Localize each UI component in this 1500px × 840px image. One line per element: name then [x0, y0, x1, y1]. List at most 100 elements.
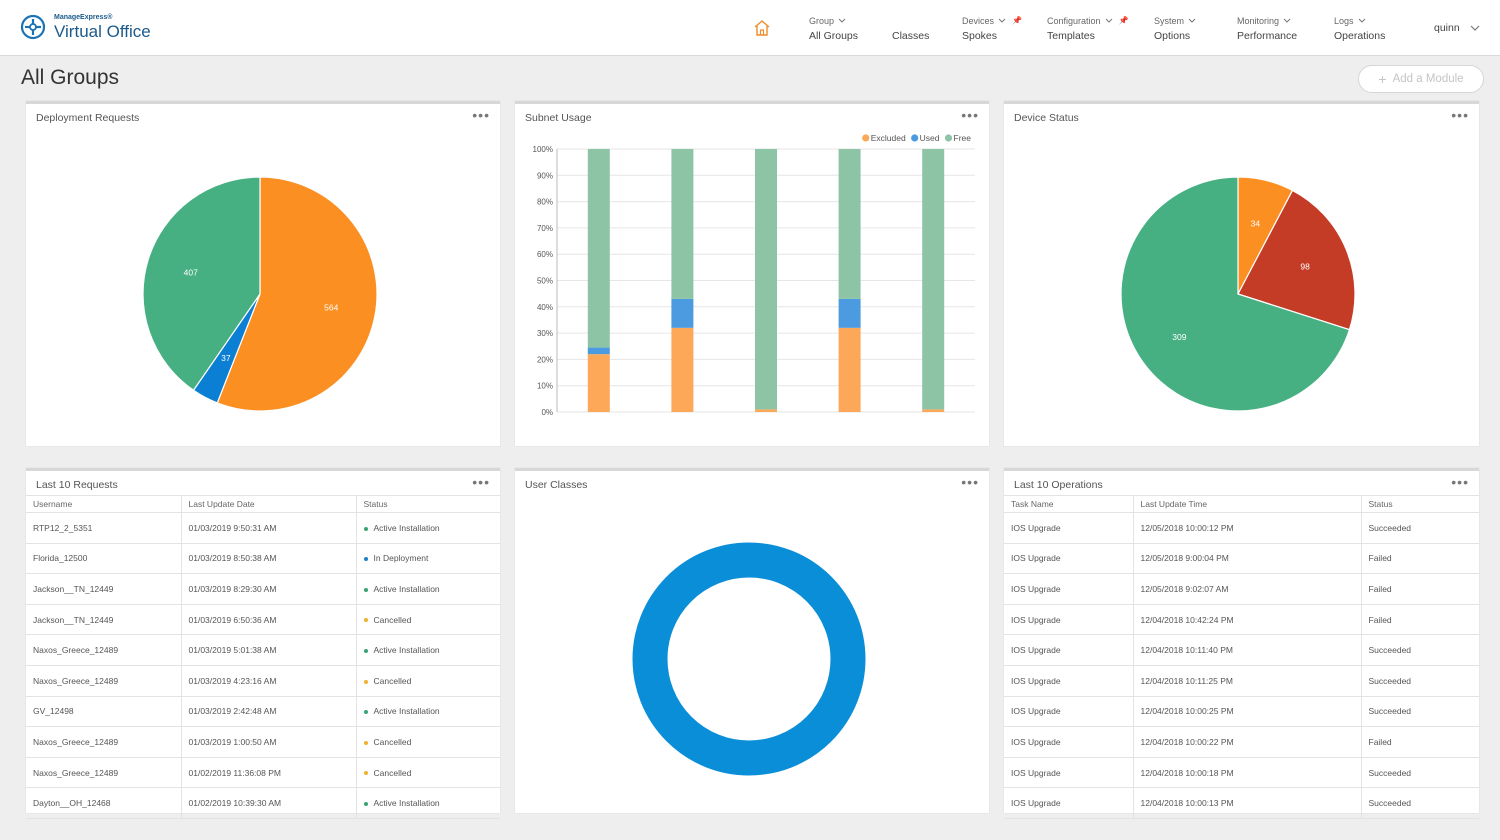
column-header-username[interactable]: Username: [26, 495, 181, 513]
table-row[interactable]: Florida_12500 01/03/2019 8:50:38 AM In Dep…: [26, 543, 500, 575]
nav-spokes[interactable]: Spokes: [962, 30, 998, 42]
task-name-cell: IOS Upgrade: [1004, 573, 1133, 605]
nav-performance[interactable]: Performance: [1237, 30, 1298, 42]
bar-segment[interactable]: [587, 354, 610, 412]
status-dot-icon: [363, 557, 368, 562]
bar-segment[interactable]: [587, 347, 610, 355]
bar-segment[interactable]: [587, 149, 610, 348]
legend-swatch: [911, 134, 919, 142]
nav-configuration[interactable]: Configuration 📌 Templates: [1047, 14, 1129, 43]
legend-swatch: [944, 134, 953, 142]
table-row[interactable]: Jackson__TN_12449 01/03/2019 6:50:36 AM Ca…: [26, 604, 500, 636]
table-row[interactable]: IOS Upgrade 12/04/2018 10:42:24 PM Failed: [1004, 604, 1479, 636]
page-title: All Groups: [21, 66, 120, 89]
status-cell: Active Installation: [355, 787, 500, 819]
table-row[interactable]: GV_12498 01/03/2019 2:42:48 AM Active Inst…: [26, 696, 500, 728]
table-row[interactable]: IOS Upgrade 12/04/2018 10:11:25 PM Succeed…: [1004, 665, 1479, 697]
status-text: Cancelled: [373, 675, 412, 686]
bar-segment[interactable]: [671, 327, 694, 412]
nav-logs-label: Logs: [1334, 15, 1354, 26]
table-row[interactable]: Dayton__OH_12468 01/02/2019 10:39:30 AM Ac…: [26, 787, 500, 819]
table-row[interactable]: IOS Upgrade 12/05/2018 9:00:04 PM Failed: [1004, 543, 1479, 575]
column-header-date[interactable]: Last Update Date: [180, 495, 356, 513]
column-header-update-time[interactable]: Last Update Time: [1132, 495, 1361, 513]
user-menu[interactable]: quinn: [1434, 22, 1480, 34]
bar-segment[interactable]: [838, 149, 861, 299]
date-cell: 01/03/2019 4:23:16 AM: [180, 665, 356, 697]
nav-classes[interactable]: Classes: [892, 14, 929, 42]
add-module-button[interactable]: + Add a Module: [1358, 65, 1484, 93]
more-menu-icon[interactable]: •••: [961, 107, 979, 123]
nav-group[interactable]: Group All Groups: [809, 14, 859, 43]
nav-options[interactable]: Options: [1154, 30, 1191, 42]
update-time-cell: 12/04/2018 10:00:22 PM: [1132, 726, 1361, 758]
more-menu-icon[interactable]: •••: [1451, 107, 1469, 123]
device-status-pie-chart: 34 98 309: [1120, 176, 1356, 412]
brand-logo[interactable]: ManageExpress® Virtual Office: [20, 14, 151, 40]
nav-system[interactable]: System Options: [1154, 14, 1196, 42]
table-row[interactable]: IOS Upgrade 12/04/2018 10:11:40 PM Succeed…: [1004, 634, 1479, 666]
status-cell: Failed: [1360, 573, 1479, 605]
table-row[interactable]: Naxos_Greece_12489 01/02/2019 11:36:08 PM…: [26, 757, 500, 789]
table-row[interactable]: IOS Upgrade 12/05/2018 10:00:12 PM Succeed…: [1004, 512, 1479, 544]
bar-segment[interactable]: [838, 298, 861, 328]
table-row[interactable]: Jackson__TN_12449 01/03/2019 8:29:30 AM Ac…: [26, 573, 500, 605]
more-menu-icon[interactable]: •••: [1451, 474, 1469, 490]
bar-segment[interactable]: [755, 409, 777, 412]
donut-ring[interactable]: [632, 542, 866, 776]
status-cell: Failed: [1360, 604, 1479, 636]
table-row[interactable]: IOS Upgrade 12/05/2018 9:02:07 AM Failed: [1004, 573, 1479, 605]
panel-title: Last 10 Operations: [1014, 479, 1103, 491]
deployment-requests-pie-chart: 564 37 407: [142, 176, 378, 412]
update-time-cell: 12/05/2018 10:00:12 PM: [1132, 512, 1361, 544]
nav-monitoring-label: Monitoring: [1237, 15, 1280, 26]
bar-segment[interactable]: [755, 149, 777, 410]
table-row[interactable]: IOS Upgrade 12/04/2018 10:00:18 PM Succeed…: [1004, 757, 1479, 789]
nav-all-groups[interactable]: All Groups: [809, 30, 859, 42]
table-row[interactable]: IOS Upgrade 12/04/2018 10:00:13 PM Succeed…: [1004, 787, 1479, 819]
legend-label: Excluded: [871, 133, 906, 143]
status-text: Active Installation: [373, 798, 440, 809]
pin-icon[interactable]: 📌: [1012, 16, 1022, 25]
nav-logs[interactable]: Logs Operations: [1334, 14, 1386, 43]
bar-segment[interactable]: [922, 149, 945, 410]
pie-slice-label: 309: [1172, 332, 1186, 342]
nav-devices[interactable]: Devices 📌 Spokes: [962, 14, 1022, 43]
column-header-status[interactable]: Status: [1360, 495, 1479, 513]
nav-monitoring[interactable]: Monitoring Performance: [1237, 14, 1298, 43]
username: quinn: [1434, 22, 1460, 34]
bar-segment[interactable]: [838, 327, 861, 412]
user-classes-donut-chart: [632, 542, 866, 776]
username-cell: Naxos_Greece_12489: [26, 634, 181, 666]
table-row[interactable]: IOS Upgrade 12/04/2018 10:00:22 PM Failed: [1004, 726, 1479, 758]
device-status-panel: Device Status ••• 34 98 309: [1004, 101, 1479, 446]
pin-icon[interactable]: 📌: [1118, 16, 1129, 25]
nav-operations[interactable]: Operations: [1334, 30, 1386, 42]
table-row[interactable]: Naxos_Greece_12489 01/03/2019 4:23:16 AM C…: [26, 665, 500, 697]
bar-segment[interactable]: [671, 298, 694, 328]
table-row[interactable]: Naxos_Greece_12489 01/03/2019 5:01:38 AM A…: [26, 634, 500, 666]
home-icon[interactable]: [752, 18, 772, 38]
table-row[interactable]: Naxos_Greece_12489 01/03/2019 1:00:50 AM C…: [26, 726, 500, 758]
bar-segment[interactable]: [922, 409, 945, 412]
more-menu-icon[interactable]: •••: [472, 107, 490, 123]
pie-slice[interactable]: [142, 176, 261, 392]
crosshair-logo-icon: [20, 14, 46, 40]
pie-slice[interactable]: [1237, 189, 1356, 331]
status-cell: Cancelled: [355, 757, 500, 789]
bar-segment[interactable]: [671, 149, 694, 299]
task-name-cell: IOS Upgrade: [1004, 757, 1133, 789]
column-header-task-name[interactable]: Task Name: [1004, 495, 1133, 513]
nav-templates[interactable]: Templates: [1047, 30, 1095, 42]
pie-slice[interactable]: [216, 176, 378, 412]
nav-classes-label[interactable]: Classes: [892, 30, 930, 42]
more-menu-icon[interactable]: •••: [472, 474, 490, 490]
pie-slice[interactable]: [1120, 176, 1351, 412]
more-menu-icon[interactable]: •••: [961, 474, 979, 490]
deployment-requests-panel: Deployment Requests ••• 564 37 407: [26, 101, 500, 446]
table-row[interactable]: RTP12_2_5351 01/03/2019 9:50:31 AM Active …: [26, 512, 500, 544]
column-header-status[interactable]: Status: [355, 495, 500, 513]
legend-label: Free: [954, 133, 972, 143]
status-dot-icon: [363, 740, 368, 745]
table-row[interactable]: IOS Upgrade 12/04/2018 10:00:25 PM Succeed…: [1004, 696, 1479, 728]
